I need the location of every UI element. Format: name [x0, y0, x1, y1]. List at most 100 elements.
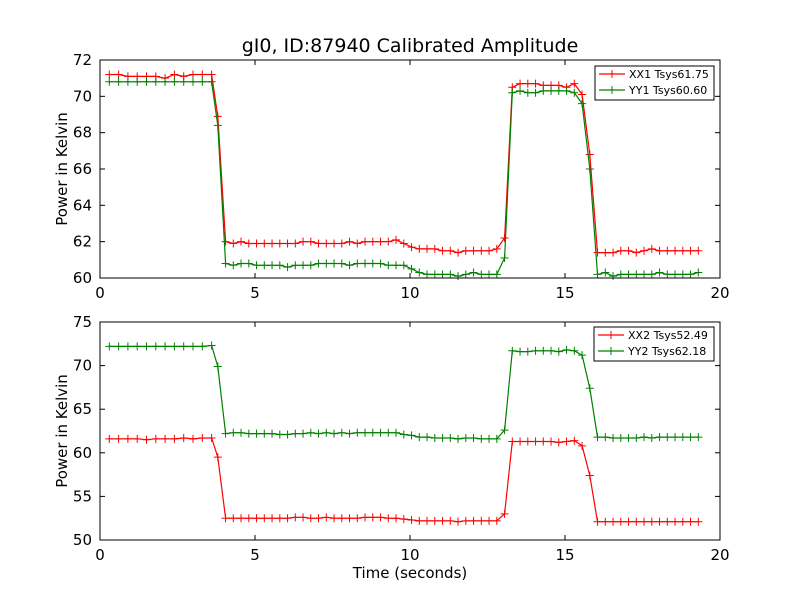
top-data-point: [430, 270, 439, 279]
top-series-markers-1: [105, 77, 703, 281]
bottom-panel: 0 5 10 15 20 50 55 60 65 70 75 Power in Kelvin Tim…: [53, 313, 730, 582]
bottom-data-point: [399, 515, 408, 524]
top-data-point: [454, 272, 463, 281]
bottom-data-point: [151, 434, 160, 443]
bottom-y-tick-label: 55: [73, 487, 92, 505]
bottom-data-point: [189, 434, 197, 443]
bottom-data-point: [554, 438, 563, 447]
bottom-data-point: [345, 514, 354, 523]
bottom-data-point: [678, 433, 687, 442]
top-data-point: [306, 237, 315, 246]
top-data-point: [322, 239, 331, 248]
bottom-data-point: [322, 513, 331, 522]
top-data-point: [446, 270, 455, 279]
bottom-data-point: [198, 433, 207, 442]
bottom-series-layer: [105, 341, 703, 526]
top-data-point: [198, 77, 207, 86]
bottom-series-markers-1: [105, 341, 703, 443]
bottom-data-point: [170, 434, 179, 443]
bottom-data-point: [283, 514, 292, 523]
top-data-point: [671, 246, 680, 255]
top-data-point: [213, 121, 222, 130]
bottom-data-point: [330, 429, 339, 438]
top-data-point: [283, 263, 292, 272]
bottom-plot-frame: [99, 321, 721, 541]
bottom-data-point: [671, 517, 680, 526]
top-data-point: [469, 268, 478, 277]
bottom-x-tick-label: 5: [250, 546, 260, 564]
bottom-data-point: [170, 342, 179, 351]
top-data-point: [142, 77, 151, 86]
top-data-point: [655, 246, 664, 255]
bottom-data-point: [616, 433, 625, 442]
bottom-data-point: [322, 428, 331, 437]
bottom-data-point: [423, 433, 432, 442]
top-data-point: [345, 261, 354, 270]
top-data-point: [368, 259, 377, 268]
top-plot-frame: [99, 59, 721, 279]
bottom-y-axis-label: Power in Kelvin: [53, 374, 71, 488]
bottom-data-point: [229, 428, 238, 437]
bottom-data-point: [353, 514, 362, 523]
top-data-point: [531, 79, 540, 88]
top-data-point: [337, 239, 346, 248]
top-data-point: [640, 270, 649, 279]
top-data-point: [523, 79, 532, 88]
top-data-point: [430, 244, 439, 253]
bottom-data-point: [516, 437, 525, 446]
top-data-point: [151, 77, 160, 86]
top-data-point: [314, 259, 323, 268]
top-data-point: [461, 246, 470, 255]
bottom-data-point: [275, 430, 284, 439]
top-data-point: [415, 268, 424, 277]
bottom-data-point: [508, 346, 517, 355]
chart-title: gI0, ID:87940 Calibrated Amplitude: [242, 35, 579, 57]
top-data-point: [392, 235, 401, 244]
top-legend-label-yy1: YY1 Tsys60.60: [628, 84, 707, 97]
bottom-data-point: [531, 346, 540, 355]
top-data-point: [624, 270, 633, 279]
top-data-point: [322, 259, 331, 268]
top-data-point: [477, 270, 486, 279]
top-data-point: [252, 239, 261, 248]
bottom-data-point: [237, 514, 246, 523]
bottom-data-point: [179, 342, 188, 351]
bottom-data-point: [392, 428, 401, 437]
top-data-point: [179, 77, 188, 86]
top-data-point: [686, 270, 695, 279]
top-data-point: [415, 244, 424, 253]
bottom-y-tick-label: 50: [73, 531, 92, 549]
bottom-data-point: [609, 433, 618, 442]
top-data-point: [585, 150, 594, 159]
top-data-point: [353, 259, 362, 268]
bottom-data-point: [671, 433, 680, 442]
top-data-point: [678, 270, 687, 279]
bottom-data-point: [686, 433, 695, 442]
top-data-point: [438, 246, 447, 255]
top-data-point: [161, 77, 170, 86]
top-data-point: [392, 261, 401, 270]
top-x-tick-label: 0: [95, 284, 105, 302]
bottom-data-point: [694, 517, 703, 526]
top-data-point: [469, 246, 478, 255]
bottom-data-point: [392, 514, 401, 523]
top-data-point: [516, 79, 525, 88]
bottom-data-point: [330, 514, 339, 523]
top-data-point: [114, 77, 123, 86]
top-data-point: [601, 268, 610, 277]
bottom-data-point: [492, 516, 501, 525]
bottom-data-point: [593, 433, 602, 442]
bottom-data-point: [454, 517, 463, 526]
top-data-point: [624, 246, 633, 255]
bottom-data-point: [415, 516, 424, 525]
top-data-point: [229, 239, 238, 248]
bottom-data-point: [500, 509, 509, 518]
bottom-data-point: [593, 517, 602, 526]
top-data-point: [485, 246, 494, 255]
top-data-point: [384, 237, 393, 246]
top-data-point: [438, 270, 447, 279]
bottom-data-point: [213, 362, 222, 371]
bottom-data-point: [523, 437, 532, 446]
top-data-point: [268, 261, 277, 270]
bottom-data-point: [547, 346, 556, 355]
